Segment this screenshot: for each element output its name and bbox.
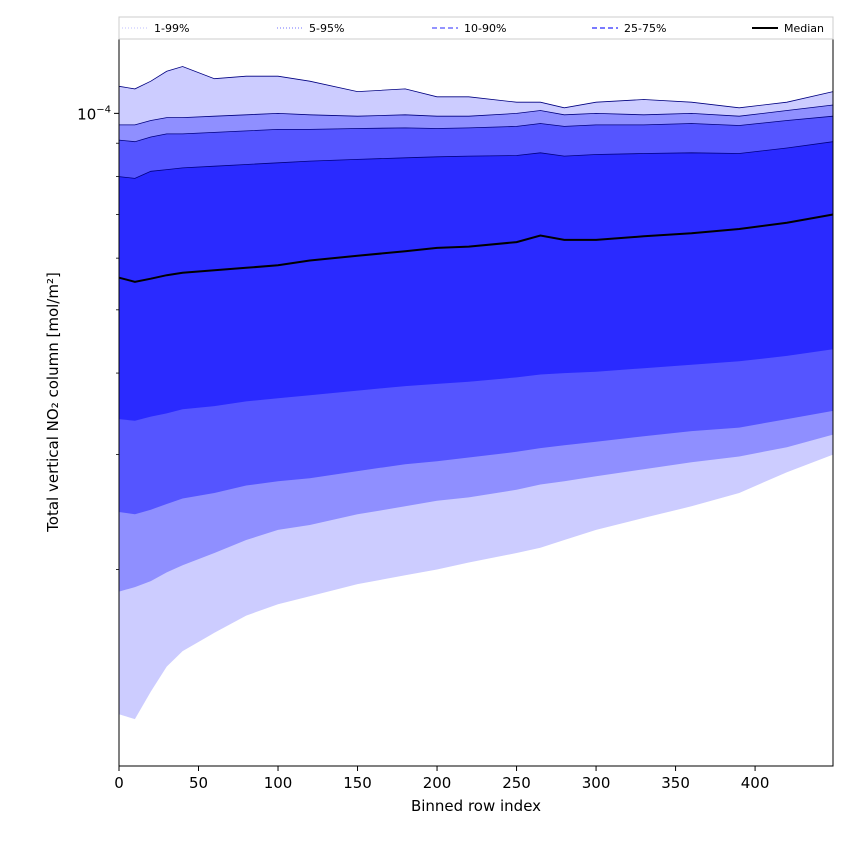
x-tick-label: 150 [343,774,372,792]
x-axis: 0 50 100 150 200 250 300 350 400 [114,766,769,792]
x-tick-label: 400 [741,774,770,792]
x-axis-label: Binned row index [411,797,541,815]
x-tick-label: 300 [582,774,611,792]
plot-area [118,66,834,720]
x-tick-label: 0 [114,774,124,792]
y-axis-label: Total vertical NO₂ column [mol/m²] [44,272,62,533]
band-upper-edge-25-75% [118,141,834,179]
x-tick-label: 100 [264,774,293,792]
legend-label-Median: Median [784,22,824,35]
x-tick-label: 200 [423,774,452,792]
x-tick-label: 350 [661,774,690,792]
legend-box [118,16,834,40]
legend-label-5-95%: 5-95% [309,22,344,35]
band-upper-edge-1-99% [118,66,834,109]
band-area-25-75% [119,141,833,421]
legend: 1-99% 5-95% 10-90% 25-75% Median [118,16,834,40]
band-upper-edge-10-90% [118,115,834,143]
x-tick-label: 250 [502,774,531,792]
x-tick-label: 50 [189,774,208,792]
legend-label-1-99%: 1-99% [154,22,189,35]
band-upper-edge-5-95% [119,104,834,126]
legend-label-25-75%: 25-75% [624,22,666,35]
y-tick-label: 10−4 [77,104,111,123]
median-line [118,213,834,283]
legend-label-10-90%: 10-90% [464,22,506,35]
y-axis: 10−4 [77,104,119,570]
